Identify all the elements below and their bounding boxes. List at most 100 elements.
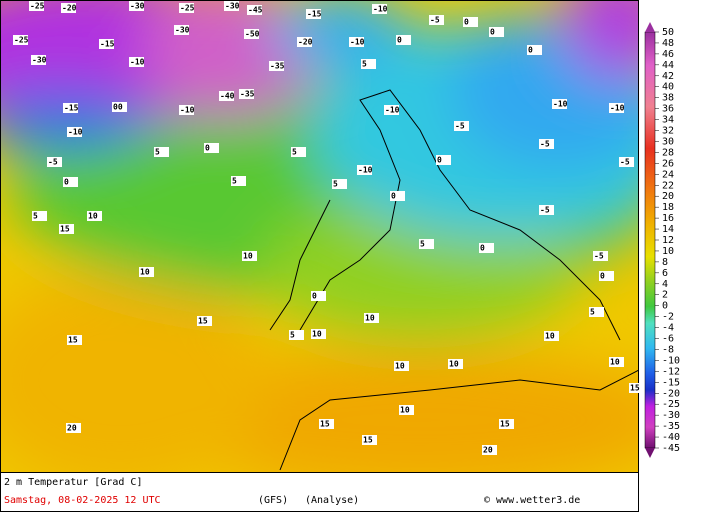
legend-label: 0 xyxy=(662,301,668,312)
map-label-box xyxy=(242,251,257,261)
map-label: 15 xyxy=(630,384,640,393)
map-label-box xyxy=(311,291,326,301)
map-label-box xyxy=(390,191,405,201)
map-label-box xyxy=(448,359,463,369)
map-label: -5 xyxy=(540,140,550,149)
map-label-box xyxy=(224,1,239,11)
legend-label: 26 xyxy=(662,158,674,169)
map-label: 5 xyxy=(33,212,38,221)
map-label: 15 xyxy=(363,436,373,445)
map-label-box xyxy=(552,99,567,109)
map-label: -25 xyxy=(14,36,29,45)
map-label: -10 xyxy=(180,106,195,115)
map-label-box xyxy=(629,383,644,393)
legend-label: -2 xyxy=(662,312,674,323)
colorbar-bottom-arrow xyxy=(645,448,655,458)
map-label-box xyxy=(63,177,78,187)
map-label: -5 xyxy=(455,122,465,131)
map-label-box xyxy=(139,267,154,277)
legend-label: 22 xyxy=(662,180,674,191)
map-label: -5 xyxy=(48,158,58,167)
frame xyxy=(0,0,639,512)
legend-label: 46 xyxy=(662,49,674,60)
map-label-box xyxy=(174,25,189,35)
legend-label: 44 xyxy=(662,60,674,71)
map-label: -40 xyxy=(220,92,235,101)
map-label-box xyxy=(179,3,194,13)
map-label-box xyxy=(539,139,554,149)
map-label: 5 xyxy=(333,180,338,189)
map-label-box xyxy=(129,57,144,67)
map-label: 5 xyxy=(290,331,295,340)
map-label-box xyxy=(47,157,62,167)
map-label: -20 xyxy=(62,4,77,13)
map-label: 5 xyxy=(420,240,425,249)
map-label: 5 xyxy=(232,177,237,186)
map-label-box xyxy=(112,102,127,112)
map-label: -25 xyxy=(30,2,45,11)
map-label-box xyxy=(589,307,604,317)
map-label: 0 xyxy=(397,36,402,45)
map-label-box xyxy=(66,423,81,433)
legend-label: 28 xyxy=(662,147,674,158)
map-label: 10 xyxy=(449,360,459,369)
legend-label: 24 xyxy=(662,169,674,180)
map-label-box xyxy=(499,419,514,429)
map-label: -45 xyxy=(248,6,263,15)
caption: 2 m Temperatur [Grad C] xyxy=(4,477,142,488)
map-label: 10 xyxy=(610,358,620,367)
legend-label: 8 xyxy=(662,257,668,268)
map-label: 5 xyxy=(590,308,595,317)
map-label: 0 xyxy=(437,156,442,165)
map-label: 00 xyxy=(113,103,123,112)
map-label: 10 xyxy=(88,212,98,221)
map-label-box xyxy=(593,251,608,261)
map-label: 10 xyxy=(243,252,253,261)
map-label: -10 xyxy=(350,38,365,47)
map-label-box xyxy=(32,211,47,221)
map-label-box xyxy=(129,1,144,11)
map-label: -30 xyxy=(32,56,47,65)
map-label: -10 xyxy=(610,104,625,113)
map-label-box xyxy=(269,61,284,71)
map-label: 10 xyxy=(312,330,322,339)
legend-label: -45 xyxy=(662,443,680,454)
map-label: 10 xyxy=(140,268,150,277)
map-label-box xyxy=(297,37,312,47)
map-label: -10 xyxy=(358,166,373,175)
map-label: 15 xyxy=(198,317,208,326)
map-label: -15 xyxy=(307,10,322,19)
legend-label: -8 xyxy=(662,344,674,355)
legend-label: 20 xyxy=(662,191,674,202)
legend-label: 38 xyxy=(662,93,674,104)
legend-label: -15 xyxy=(662,377,680,388)
legend-label: 48 xyxy=(662,38,674,49)
legend-label: 2 xyxy=(662,290,668,301)
map-label-box xyxy=(399,405,414,415)
legend-label: -40 xyxy=(662,432,680,443)
map-label-box xyxy=(63,103,78,113)
map-label: 15 xyxy=(500,420,510,429)
legend-label: 4 xyxy=(662,279,668,290)
map-label-box xyxy=(61,3,76,13)
map-label-box xyxy=(219,91,234,101)
legend-label: 32 xyxy=(662,126,674,137)
legend-label: 34 xyxy=(662,115,674,126)
map-label-box xyxy=(59,224,74,234)
map-label-box xyxy=(454,121,469,131)
model: (GFS) xyxy=(258,495,288,506)
map-label-box xyxy=(609,103,624,113)
map-label-box xyxy=(357,165,372,175)
map-label: -35 xyxy=(270,62,285,71)
map-label: -10 xyxy=(385,106,400,115)
map-label: 5 xyxy=(155,148,160,157)
run: (Analyse) xyxy=(305,495,359,506)
map-label: -15 xyxy=(100,40,115,49)
map-label: -5 xyxy=(540,206,550,215)
map-label-box xyxy=(247,5,262,15)
legend-label: -10 xyxy=(662,355,680,366)
map-label-box xyxy=(179,105,194,115)
map-label: -25 xyxy=(180,4,195,13)
map-label: -10 xyxy=(373,5,388,14)
credit: © www.wetter3.de xyxy=(484,495,580,506)
